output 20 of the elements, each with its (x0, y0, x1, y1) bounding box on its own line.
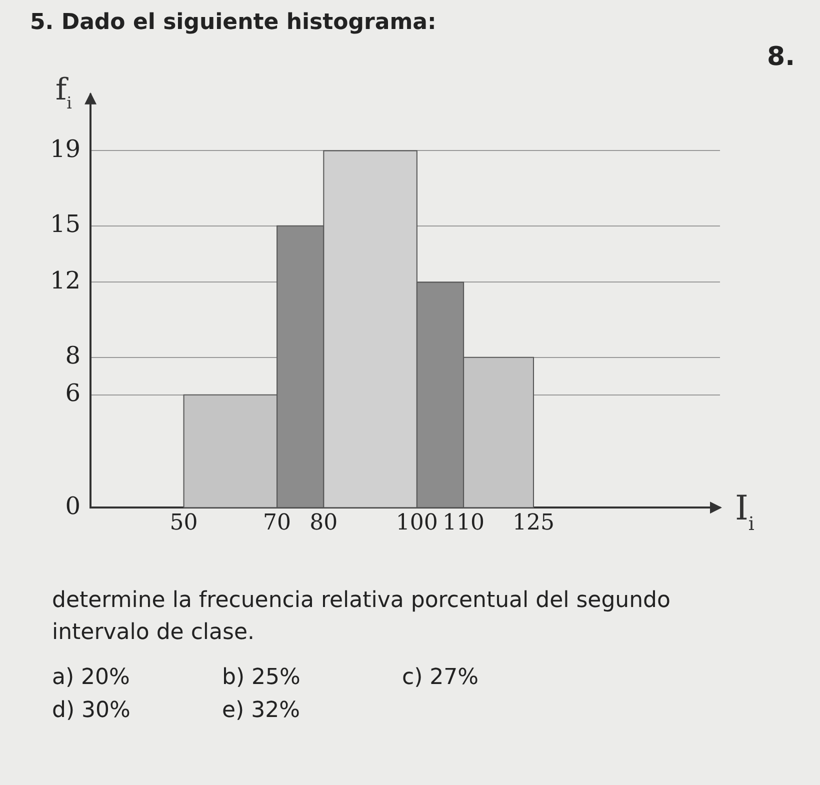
text: a) 20% (52, 665, 131, 690)
text: b) 25% (222, 665, 302, 690)
x-tick-label: 50 (170, 510, 198, 536)
text: d) 30% (52, 698, 132, 723)
y-tick-label: 15 (50, 210, 81, 238)
x-tick-label: 100 (396, 510, 438, 536)
text: c) 27% (402, 665, 480, 690)
chart-title: 5. Dado el siguiente histograma: (30, 10, 436, 35)
x-tick-label: 70 (263, 510, 292, 536)
y-tick-label: 0 (65, 492, 81, 520)
y-tick-label: 12 (50, 266, 81, 294)
x-tick-label: 80 (310, 510, 338, 536)
y-tick-label: 6 (65, 379, 81, 408)
x-tick-label: 110 (442, 510, 485, 536)
x-tick-label: 125 (512, 510, 554, 536)
y-tick-label: 19 (50, 134, 81, 163)
y-tick-label: 8 (65, 342, 81, 370)
text: determine la frecuencia relativa porcentual del segundo intervalo de clase. (52, 587, 672, 647)
text: e) 32% (222, 698, 302, 723)
text: 8. (767, 42, 795, 72)
